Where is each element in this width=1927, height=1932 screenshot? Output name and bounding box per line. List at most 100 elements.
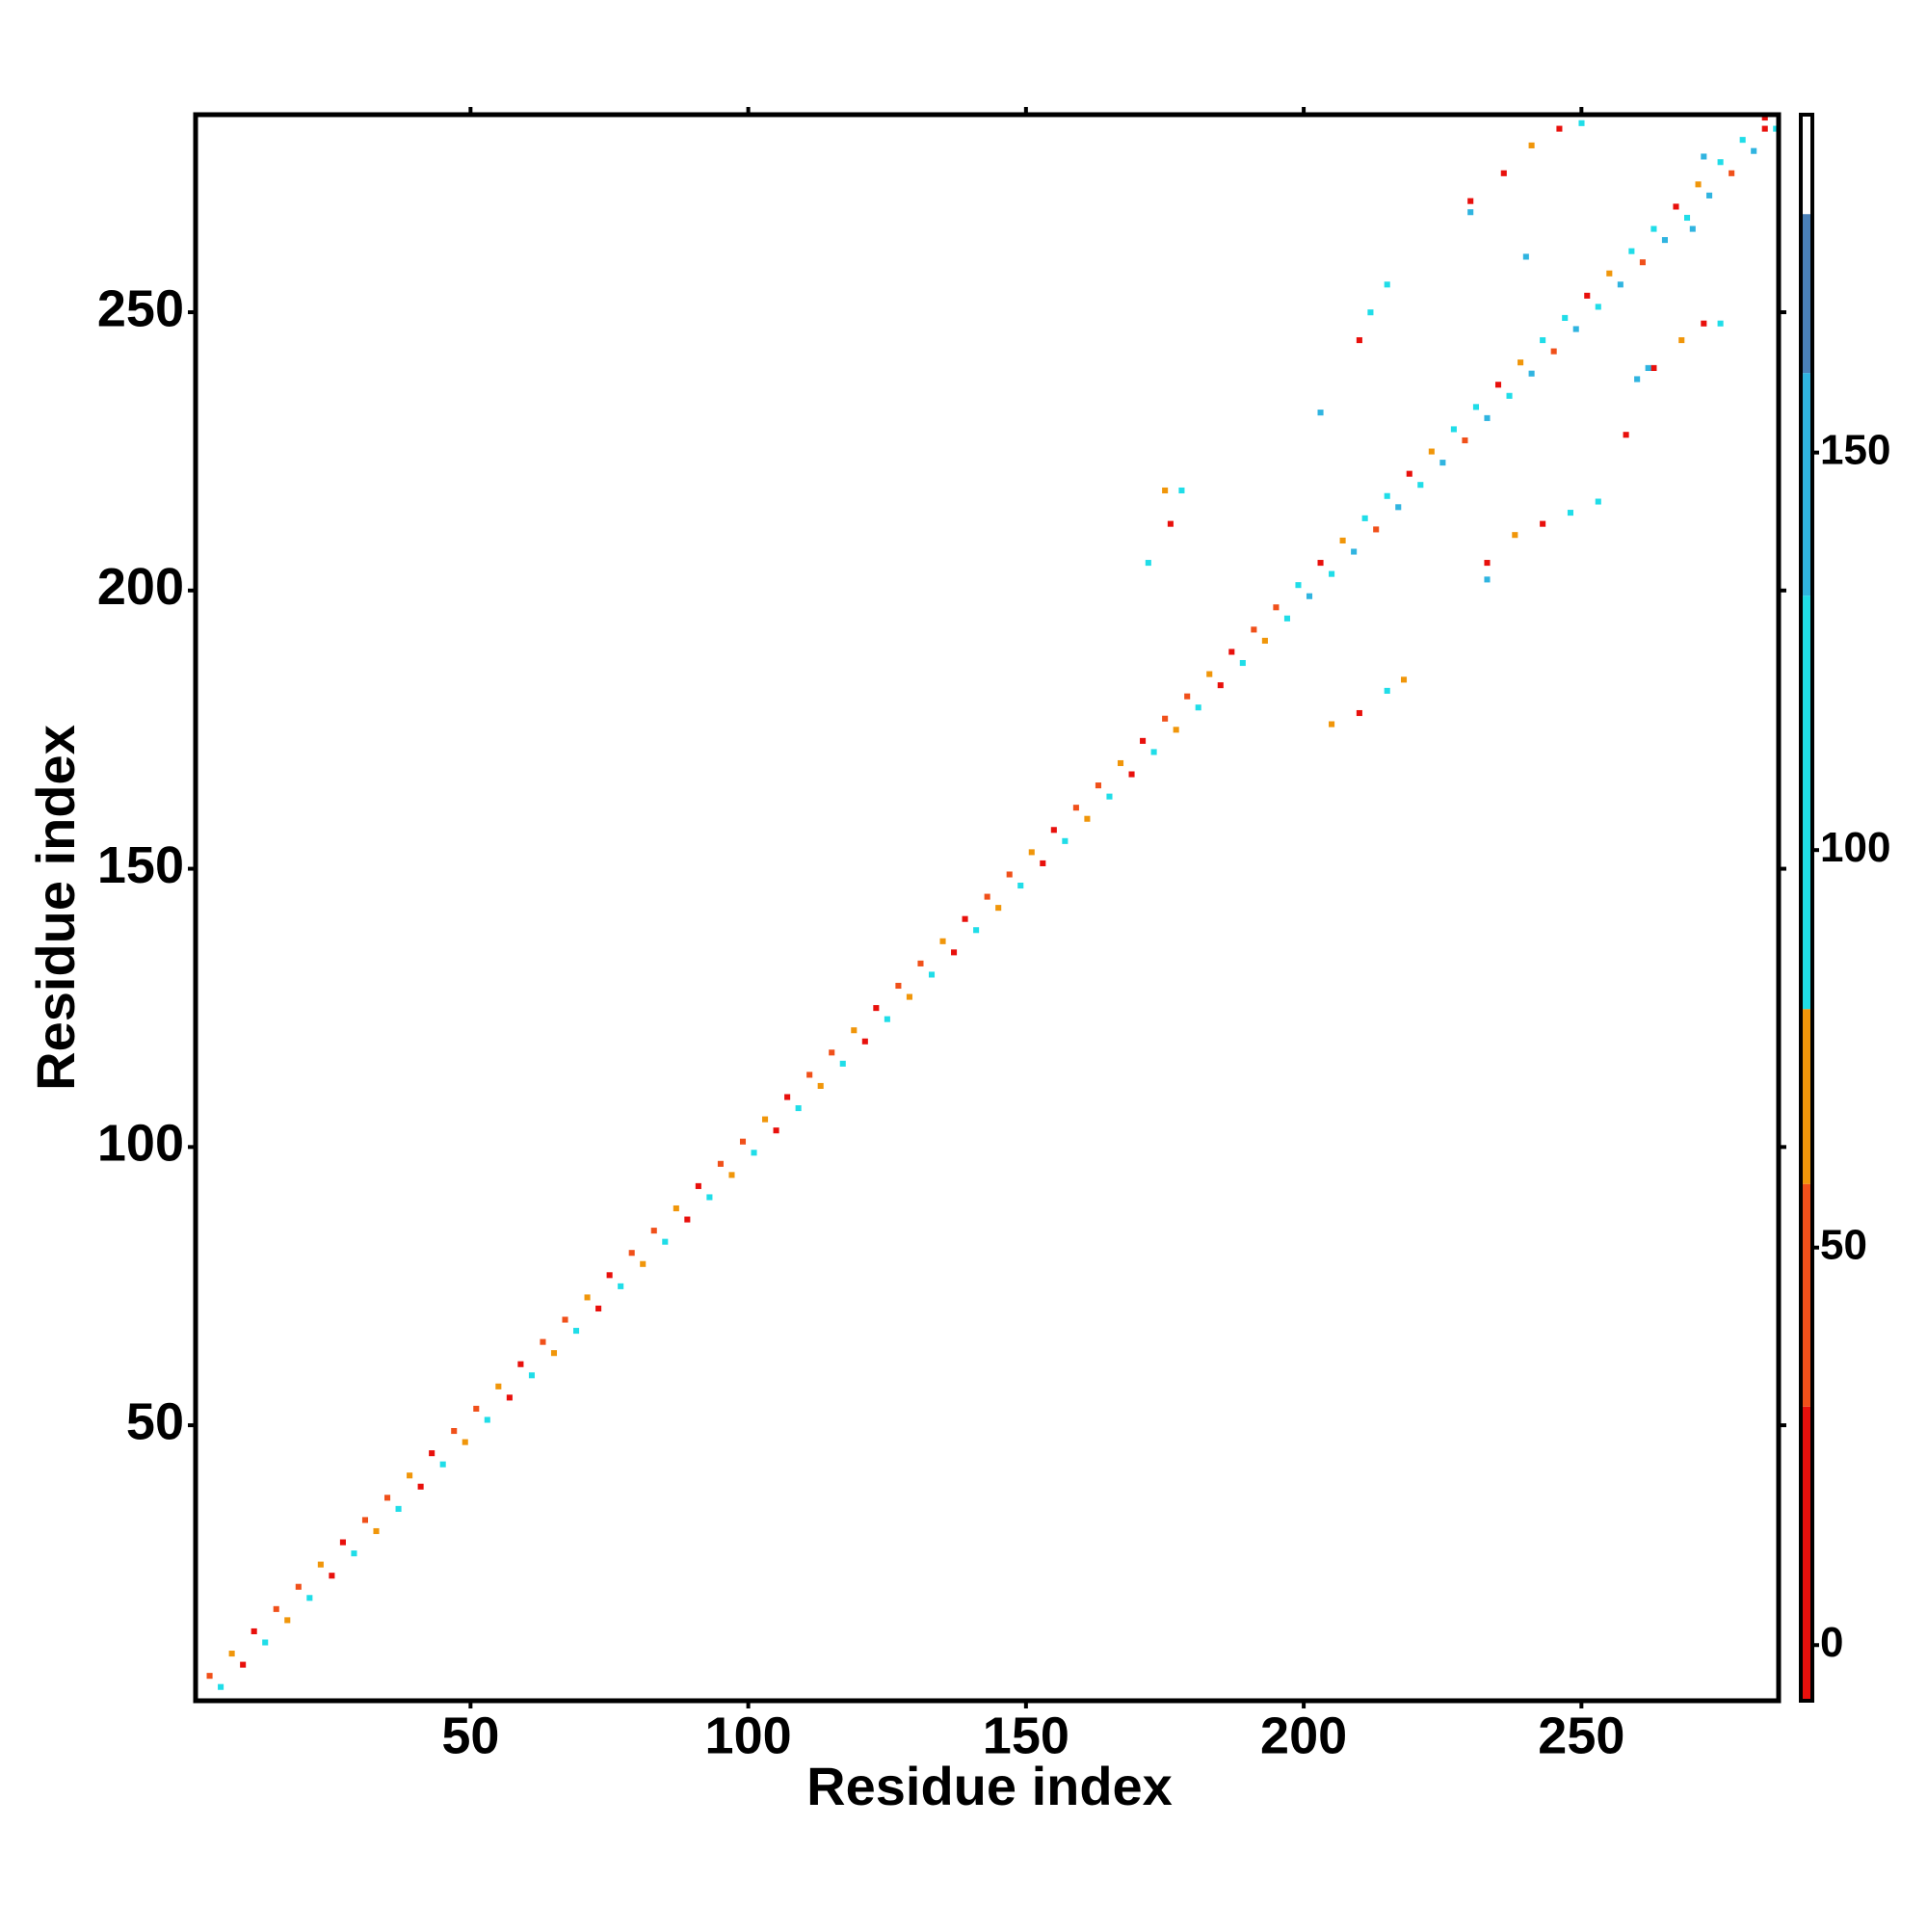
cell bbox=[573, 1328, 580, 1335]
cell bbox=[218, 1683, 224, 1690]
cell bbox=[1650, 364, 1657, 371]
cell bbox=[429, 1450, 436, 1457]
cell bbox=[550, 1350, 558, 1357]
cell bbox=[562, 1316, 568, 1323]
cell bbox=[1773, 125, 1780, 132]
cell bbox=[1040, 860, 1046, 866]
cell bbox=[1329, 721, 1335, 728]
cell bbox=[784, 1094, 791, 1100]
cell bbox=[462, 1439, 468, 1445]
cell bbox=[1062, 837, 1069, 844]
cell bbox=[773, 1127, 779, 1134]
cell bbox=[1095, 782, 1101, 789]
cell bbox=[951, 949, 958, 956]
cell bbox=[662, 1238, 669, 1245]
y-tick-label: 100 bbox=[97, 1115, 184, 1173]
cell bbox=[1239, 659, 1246, 667]
plot-frame bbox=[193, 112, 1782, 1704]
cell bbox=[1167, 520, 1174, 527]
cell bbox=[1717, 320, 1724, 327]
cell bbox=[1506, 392, 1513, 399]
colorbar-bin bbox=[1801, 373, 1812, 596]
cell bbox=[884, 1016, 890, 1022]
cell bbox=[1595, 304, 1601, 310]
x-axis-title: Residue index bbox=[806, 1756, 1173, 1816]
cell bbox=[1072, 805, 1079, 811]
cell bbox=[1484, 576, 1491, 583]
cell bbox=[1761, 115, 1768, 121]
cell bbox=[1661, 237, 1669, 244]
colorbar-tick-label: 100 bbox=[1820, 824, 1890, 871]
cell bbox=[1251, 626, 1257, 633]
cell bbox=[873, 1005, 880, 1012]
cell bbox=[339, 1539, 346, 1546]
cell bbox=[1689, 225, 1696, 232]
cell bbox=[528, 1372, 535, 1379]
cell bbox=[1673, 203, 1679, 210]
cell bbox=[473, 1405, 480, 1412]
cell bbox=[628, 1250, 635, 1257]
cell bbox=[1384, 687, 1390, 694]
cell bbox=[1595, 498, 1601, 505]
colorbar-tick-label: 50 bbox=[1820, 1221, 1867, 1268]
cell bbox=[1356, 337, 1362, 344]
cell bbox=[1439, 460, 1446, 466]
cell bbox=[1494, 382, 1502, 388]
cell bbox=[384, 1495, 391, 1501]
cell bbox=[1606, 270, 1613, 277]
cell bbox=[973, 927, 980, 934]
cell bbox=[206, 1673, 213, 1680]
cell bbox=[1295, 582, 1302, 589]
cell bbox=[1184, 693, 1191, 700]
cell bbox=[851, 1027, 858, 1034]
cell bbox=[1367, 309, 1374, 316]
cell bbox=[1584, 292, 1591, 299]
cell bbox=[673, 1204, 679, 1212]
cell bbox=[1472, 404, 1479, 410]
cell bbox=[1117, 759, 1124, 767]
cell bbox=[728, 1172, 735, 1178]
cell bbox=[484, 1416, 490, 1423]
cell bbox=[1634, 376, 1641, 383]
cell bbox=[1706, 192, 1713, 198]
cell bbox=[1550, 348, 1557, 355]
cell bbox=[1283, 615, 1290, 622]
x-tick-label: 250 bbox=[1538, 1707, 1624, 1764]
cell bbox=[606, 1272, 613, 1279]
cell bbox=[1228, 648, 1235, 655]
cell bbox=[361, 1517, 369, 1523]
cell bbox=[1400, 676, 1408, 683]
cell bbox=[706, 1194, 713, 1201]
cell bbox=[795, 1105, 802, 1112]
cell bbox=[540, 1338, 546, 1345]
cell bbox=[1006, 871, 1013, 878]
cell bbox=[1373, 526, 1380, 533]
cell bbox=[1695, 181, 1702, 188]
colorbar-bin bbox=[1801, 1183, 1812, 1407]
cell bbox=[1406, 470, 1412, 477]
cell bbox=[1217, 682, 1224, 689]
cell bbox=[1384, 492, 1390, 499]
cell bbox=[1140, 737, 1147, 744]
cell bbox=[1567, 510, 1573, 516]
cell bbox=[1150, 749, 1157, 755]
cell bbox=[262, 1639, 269, 1646]
cell bbox=[751, 1150, 757, 1156]
cell bbox=[1572, 326, 1579, 332]
cell bbox=[695, 1182, 701, 1189]
cell bbox=[1128, 771, 1135, 778]
cell bbox=[1306, 593, 1313, 599]
cell bbox=[1050, 827, 1057, 834]
cell bbox=[407, 1472, 413, 1479]
cell bbox=[295, 1583, 302, 1590]
cell bbox=[839, 1060, 846, 1067]
cell bbox=[1273, 604, 1280, 611]
cell bbox=[1017, 883, 1024, 889]
cell bbox=[1518, 359, 1524, 366]
cell bbox=[1162, 487, 1169, 494]
cell bbox=[240, 1661, 247, 1668]
cell bbox=[1540, 520, 1546, 527]
colorbar-tick-label: 0 bbox=[1820, 1619, 1843, 1666]
x-tick-label: 150 bbox=[983, 1707, 1069, 1764]
